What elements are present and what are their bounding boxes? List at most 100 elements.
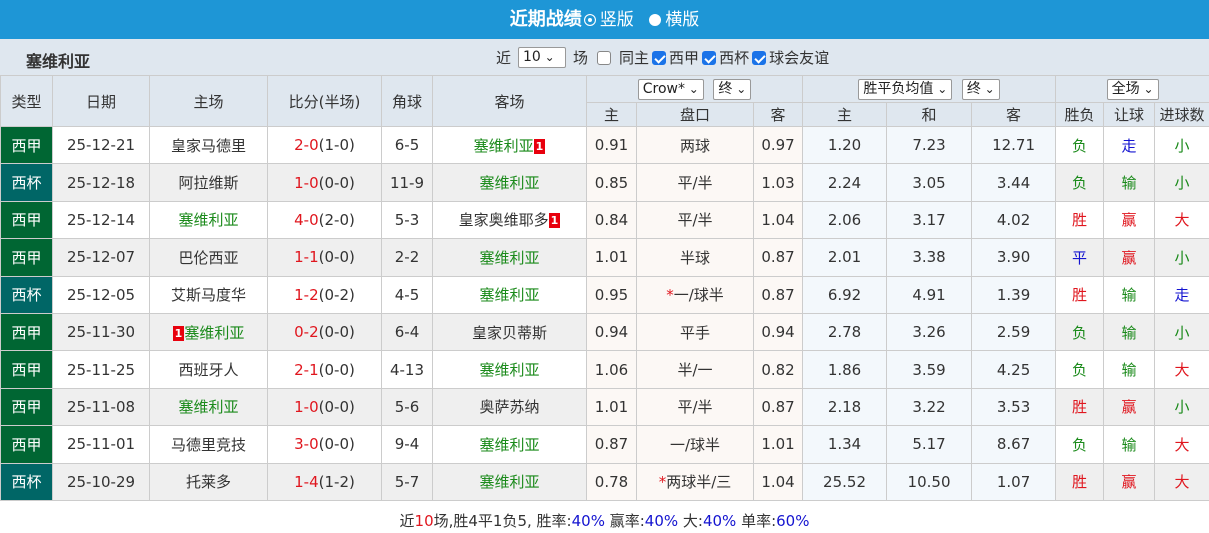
score[interactable]: 1-2(0-2): [267, 275, 382, 314]
odds-type-select[interactable]: 胜平负均值: [858, 78, 953, 100]
handicap-stage-select[interactable]: 终: [713, 78, 752, 100]
view-horizontal-label[interactable]: 横版: [665, 10, 700, 30]
match-type[interactable]: 西甲: [0, 312, 53, 352]
table-row[interactable]: 西甲 25-12-21 皇家马德里 2-0(1-0) 6-5 塞维利亚 1 0.91 两球 0.9…: [0, 125, 1209, 165]
eu-draw-odds: 3.59: [886, 350, 973, 389]
corners: 5-3: [381, 200, 433, 240]
period-select[interactable]: 全场: [1106, 78, 1159, 100]
match-type[interactable]: 西甲: [0, 425, 53, 464]
view-vertical-radio[interactable]: [583, 14, 596, 26]
full-score: 1-1: [294, 248, 319, 267]
friendly-checkbox[interactable]: [752, 50, 767, 65]
table-row[interactable]: 西甲 25-11-30 1 塞维利亚 0-2(0-0) 6-4 皇家贝蒂斯 0.94 平手 0.9…: [0, 312, 1209, 352]
company-select[interactable]: Crow*: [637, 78, 704, 100]
away-team-name[interactable]: 塞维利亚: [479, 435, 540, 454]
ah-away-odds: 0.87: [752, 387, 804, 427]
same-home-checkbox[interactable]: [597, 50, 612, 65]
match-type[interactable]: 西甲: [0, 387, 53, 427]
home-team-name[interactable]: 西班牙人: [178, 361, 239, 380]
home-team[interactable]: 塞维利亚: [149, 387, 268, 427]
table-row[interactable]: 西杯 25-12-18 阿拉维斯 1-0(0-0) 11-9 塞维利亚 0.85 平/半 1.0…: [0, 163, 1209, 202]
home-team[interactable]: 皇家马德里: [149, 125, 268, 165]
score[interactable]: 4-0(2-0): [267, 200, 382, 240]
match-type[interactable]: 西甲: [0, 125, 53, 165]
handicap-result: 走: [1103, 125, 1156, 165]
copa-checkbox[interactable]: [702, 50, 717, 65]
ah-line: *两球半/三: [636, 462, 754, 501]
handicap-result: 赢: [1103, 387, 1156, 427]
home-team[interactable]: 托莱多: [149, 462, 268, 501]
home-team-name[interactable]: 塞维利亚: [178, 398, 239, 417]
home-team-name[interactable]: 皇家马德里: [170, 136, 246, 155]
away-team-name[interactable]: 皇家奥维耶多: [458, 211, 549, 230]
recent-count-select[interactable]: 10: [518, 47, 567, 68]
away-team-name[interactable]: 皇家贝蒂斯: [471, 323, 547, 342]
home-team[interactable]: 塞维利亚: [149, 200, 268, 240]
home-team[interactable]: 马德里竞技: [149, 425, 268, 464]
home-team-name[interactable]: 塞维利亚: [184, 323, 245, 342]
odds-stage-select[interactable]: 终: [961, 78, 1000, 100]
score[interactable]: 2-0(1-0): [267, 125, 382, 165]
laliga-checkbox[interactable]: [652, 50, 667, 65]
away-team-name[interactable]: 塞维利亚: [479, 174, 540, 193]
match-type[interactable]: 西杯: [0, 163, 53, 202]
home-team-name[interactable]: 阿拉维斯: [178, 174, 239, 193]
home-team-name[interactable]: 艾斯马度华: [170, 286, 246, 305]
match-type[interactable]: 西甲: [0, 350, 53, 389]
away-team[interactable]: 塞维利亚: [432, 238, 587, 277]
score[interactable]: 1-0(0-0): [267, 387, 382, 427]
score[interactable]: 2-1(0-0): [267, 350, 382, 389]
score[interactable]: 1-4(1-2): [267, 462, 382, 501]
corners: 2-2: [381, 238, 433, 277]
match-type[interactable]: 西杯: [0, 462, 53, 501]
table-row[interactable]: 西甲 25-12-14 塞维利亚 4-0(2-0) 5-3 皇家奥维耶多 1 0.84 平/半 1…: [0, 200, 1209, 240]
away-team-name[interactable]: 塞维利亚: [479, 248, 540, 267]
col-away: 客场: [432, 75, 587, 127]
table-row[interactable]: 西甲 25-11-01 马德里竞技 3-0(0-0) 9-4 塞维利亚 0.87 一/球半 1.…: [0, 425, 1209, 464]
home-team-name[interactable]: 塞维利亚: [178, 211, 239, 230]
table-row[interactable]: 西杯 25-10-29 托莱多 1-4(1-2) 5-7 塞维利亚 0.78 *两球半/三 1.…: [0, 462, 1209, 501]
view-horizontal-radio[interactable]: [649, 14, 662, 26]
ah-line-text: 两球: [679, 136, 710, 155]
score[interactable]: 3-0(0-0): [267, 425, 382, 464]
table-row[interactable]: 西杯 25-12-05 艾斯马度华 1-2(0-2) 4-5 塞维利亚 0.95 *一/球半 0…: [0, 275, 1209, 314]
half-score: (0-0): [318, 323, 355, 342]
away-team[interactable]: 塞维利亚: [432, 462, 587, 501]
home-team-name[interactable]: 巴伦西亚: [178, 248, 239, 267]
home-team[interactable]: 巴伦西亚: [149, 238, 268, 277]
away-team[interactable]: 塞维利亚 1: [432, 125, 587, 165]
away-team[interactable]: 塞维利亚: [432, 350, 587, 389]
match-type[interactable]: 西甲: [0, 238, 53, 277]
match-type[interactable]: 西甲: [0, 200, 53, 240]
away-team[interactable]: 皇家贝蒂斯: [432, 312, 587, 352]
home-team[interactable]: 西班牙人: [149, 350, 268, 389]
away-team-name[interactable]: 塞维利亚: [479, 473, 540, 492]
ah-line-text: 平/半: [677, 398, 713, 417]
view-vertical-label[interactable]: 竖版: [599, 10, 634, 30]
away-team-name[interactable]: 塞维利亚: [479, 361, 540, 380]
away-team-name[interactable]: 塞维利亚: [479, 286, 540, 305]
ah-home-odds: 0.95: [586, 275, 637, 314]
score[interactable]: 0-2(0-0): [267, 312, 382, 352]
away-team[interactable]: 皇家奥维耶多 1: [432, 200, 587, 240]
score[interactable]: 1-0(0-0): [267, 163, 382, 202]
full-score: 2-0: [294, 136, 319, 155]
col-eu-away: 客: [971, 102, 1057, 127]
table-row[interactable]: 西甲 25-11-25 西班牙人 2-1(0-0) 4-13 塞维利亚 1.06 半/一 0.8…: [0, 350, 1209, 389]
home-team-name[interactable]: 托莱多: [185, 473, 231, 492]
home-team[interactable]: 艾斯马度华: [149, 275, 268, 314]
away-team[interactable]: 奥萨苏纳: [432, 387, 587, 427]
match-type[interactable]: 西杯: [0, 275, 53, 314]
away-team-name[interactable]: 塞维利亚: [473, 136, 534, 155]
away-team-name[interactable]: 奥萨苏纳: [479, 398, 540, 417]
away-team[interactable]: 塞维利亚: [432, 425, 587, 464]
table-row[interactable]: 西甲 25-12-07 巴伦西亚 1-1(0-0) 2-2 塞维利亚 1.01 半球 0.87 2…: [0, 238, 1209, 277]
away-team[interactable]: 塞维利亚: [432, 275, 587, 314]
table-row[interactable]: 西甲 25-11-08 塞维利亚 1-0(0-0) 5-6 奥萨苏纳 1.01 平/半 0.87…: [0, 387, 1209, 427]
home-team[interactable]: 阿拉维斯: [149, 163, 268, 202]
home-team[interactable]: 1 塞维利亚: [149, 312, 268, 352]
score[interactable]: 1-1(0-0): [267, 238, 382, 277]
home-team-name[interactable]: 马德里竞技: [170, 435, 246, 454]
away-team[interactable]: 塞维利亚: [432, 163, 587, 202]
col-eu-home: 主: [802, 102, 888, 127]
